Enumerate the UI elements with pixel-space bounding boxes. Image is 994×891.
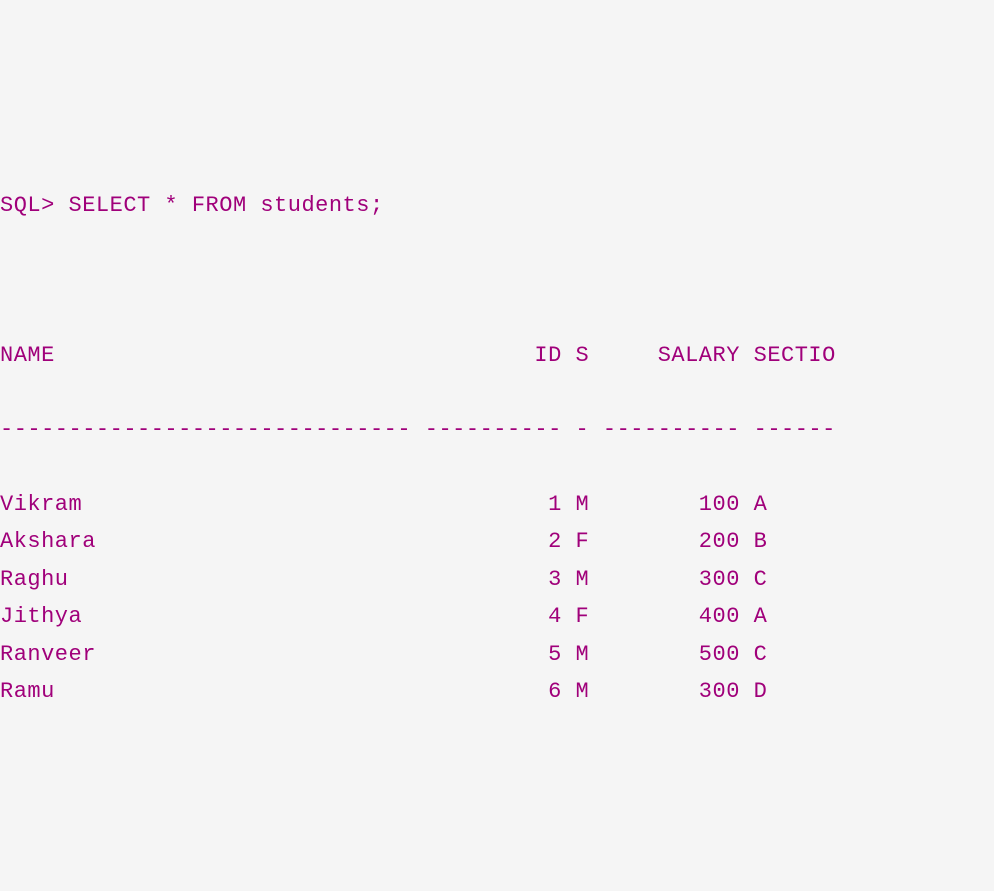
- blank-line: [0, 262, 994, 299]
- separator-line: ------------------------------ ---------…: [0, 411, 994, 448]
- table-row: Akshara 2 F 200 B: [0, 523, 994, 560]
- sql-query: SELECT * FROM students;: [69, 193, 384, 218]
- table-row: Raghu 3 M 300 C: [0, 561, 994, 598]
- header-line: NAME ID S SALARY SECTIO: [0, 337, 994, 374]
- table-row: Ramu 6 M 300 D: [0, 673, 994, 704]
- sql-terminal: SQL> SELECT * FROM students; NAME ID S S…: [0, 150, 994, 704]
- table-row: Ranveer 5 M 500 C: [0, 636, 994, 673]
- table-row: Jithya 4 F 400 A: [0, 598, 994, 635]
- query-line: SQL> SELECT * FROM students;: [0, 187, 994, 224]
- sql-prompt: SQL>: [0, 193, 55, 218]
- table-row: Vikram 1 M 100 A: [0, 486, 994, 523]
